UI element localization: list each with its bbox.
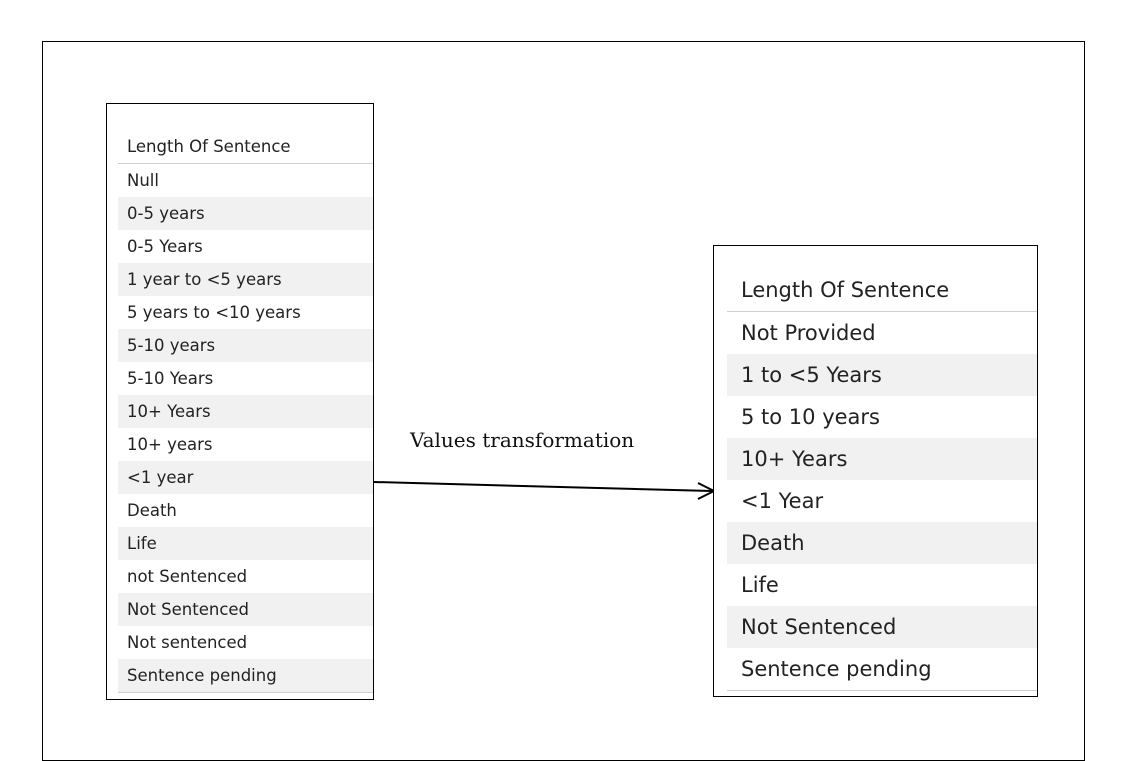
target-value-row: 10+ Years bbox=[727, 438, 1037, 480]
source-value-row: Death bbox=[127, 501, 177, 520]
target-value-row: Sentence pending bbox=[741, 657, 932, 681]
source-value-row: Sentence pending bbox=[118, 659, 373, 692]
source-value-row: 0-5 years bbox=[118, 197, 373, 230]
source-value-row: Null bbox=[127, 171, 159, 190]
source-value-row: <1 year bbox=[118, 461, 373, 494]
source-values-table: Length Of Sentence Null 0-5 years 0-5 Ye… bbox=[106, 103, 374, 700]
target-value-row: 1 to <5 Years bbox=[727, 354, 1037, 396]
source-value-row: 5-10 years bbox=[118, 329, 373, 362]
target-value-row: Life bbox=[741, 573, 779, 597]
source-value-row: Life bbox=[118, 527, 373, 560]
source-value-row: not Sentenced bbox=[127, 567, 248, 586]
source-values-list: Length Of Sentence Null 0-5 years 0-5 Ye… bbox=[118, 130, 373, 693]
target-value-row: 5 to 10 years bbox=[741, 405, 880, 429]
target-value-row: <1 Year bbox=[741, 489, 824, 513]
target-value-row: Not Sentenced bbox=[727, 606, 1037, 648]
target-values-table: Length Of Sentence Not Provided 1 to <5 … bbox=[713, 245, 1038, 697]
target-values-list: Length Of Sentence Not Provided 1 to <5 … bbox=[727, 269, 1037, 691]
source-value-row: 10+ Years bbox=[118, 395, 373, 428]
source-value-row: Not Sentenced bbox=[118, 593, 373, 626]
source-value-row: 5 years to <10 years bbox=[127, 303, 301, 322]
arrow-shaft bbox=[373, 481, 713, 492]
source-table-header: Length Of Sentence bbox=[118, 130, 373, 164]
source-value-row: 10+ years bbox=[127, 435, 213, 454]
source-value-row: Not sentenced bbox=[127, 633, 248, 652]
arrow-label: Values transformation bbox=[410, 428, 635, 452]
source-value-row: 0-5 Years bbox=[127, 237, 203, 256]
target-value-row: Not Provided bbox=[741, 321, 876, 345]
target-table-header: Length Of Sentence bbox=[727, 269, 1037, 312]
source-value-row: 1 year to <5 years bbox=[118, 263, 373, 296]
target-value-row: Death bbox=[727, 522, 1037, 564]
source-value-row: 5-10 Years bbox=[127, 369, 214, 388]
